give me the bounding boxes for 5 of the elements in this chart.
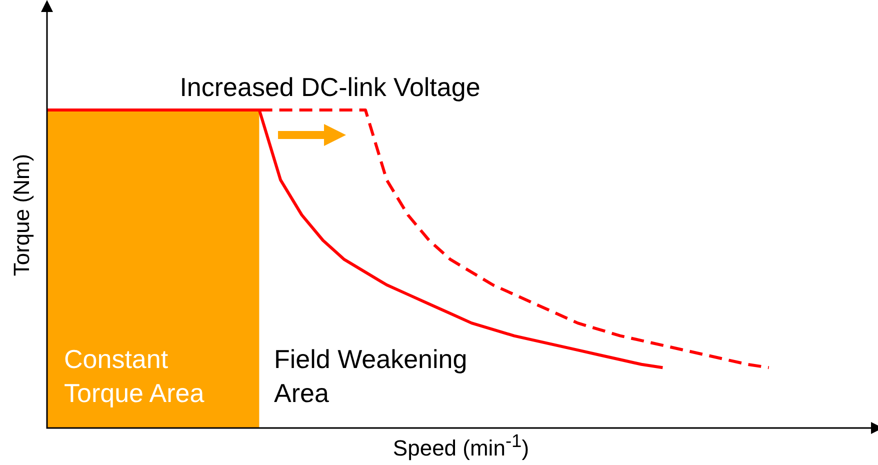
x-axis-title: Speed (min$^{-1}$) (392, 430, 530, 462)
text: Increased DC-link Voltage (178, 71, 482, 104)
y-axis-title: Torque (Nm) (9, 154, 35, 276)
annotation: Field Weakening Area (274, 343, 468, 410)
annotation: Constant Torque Area (64, 343, 206, 410)
